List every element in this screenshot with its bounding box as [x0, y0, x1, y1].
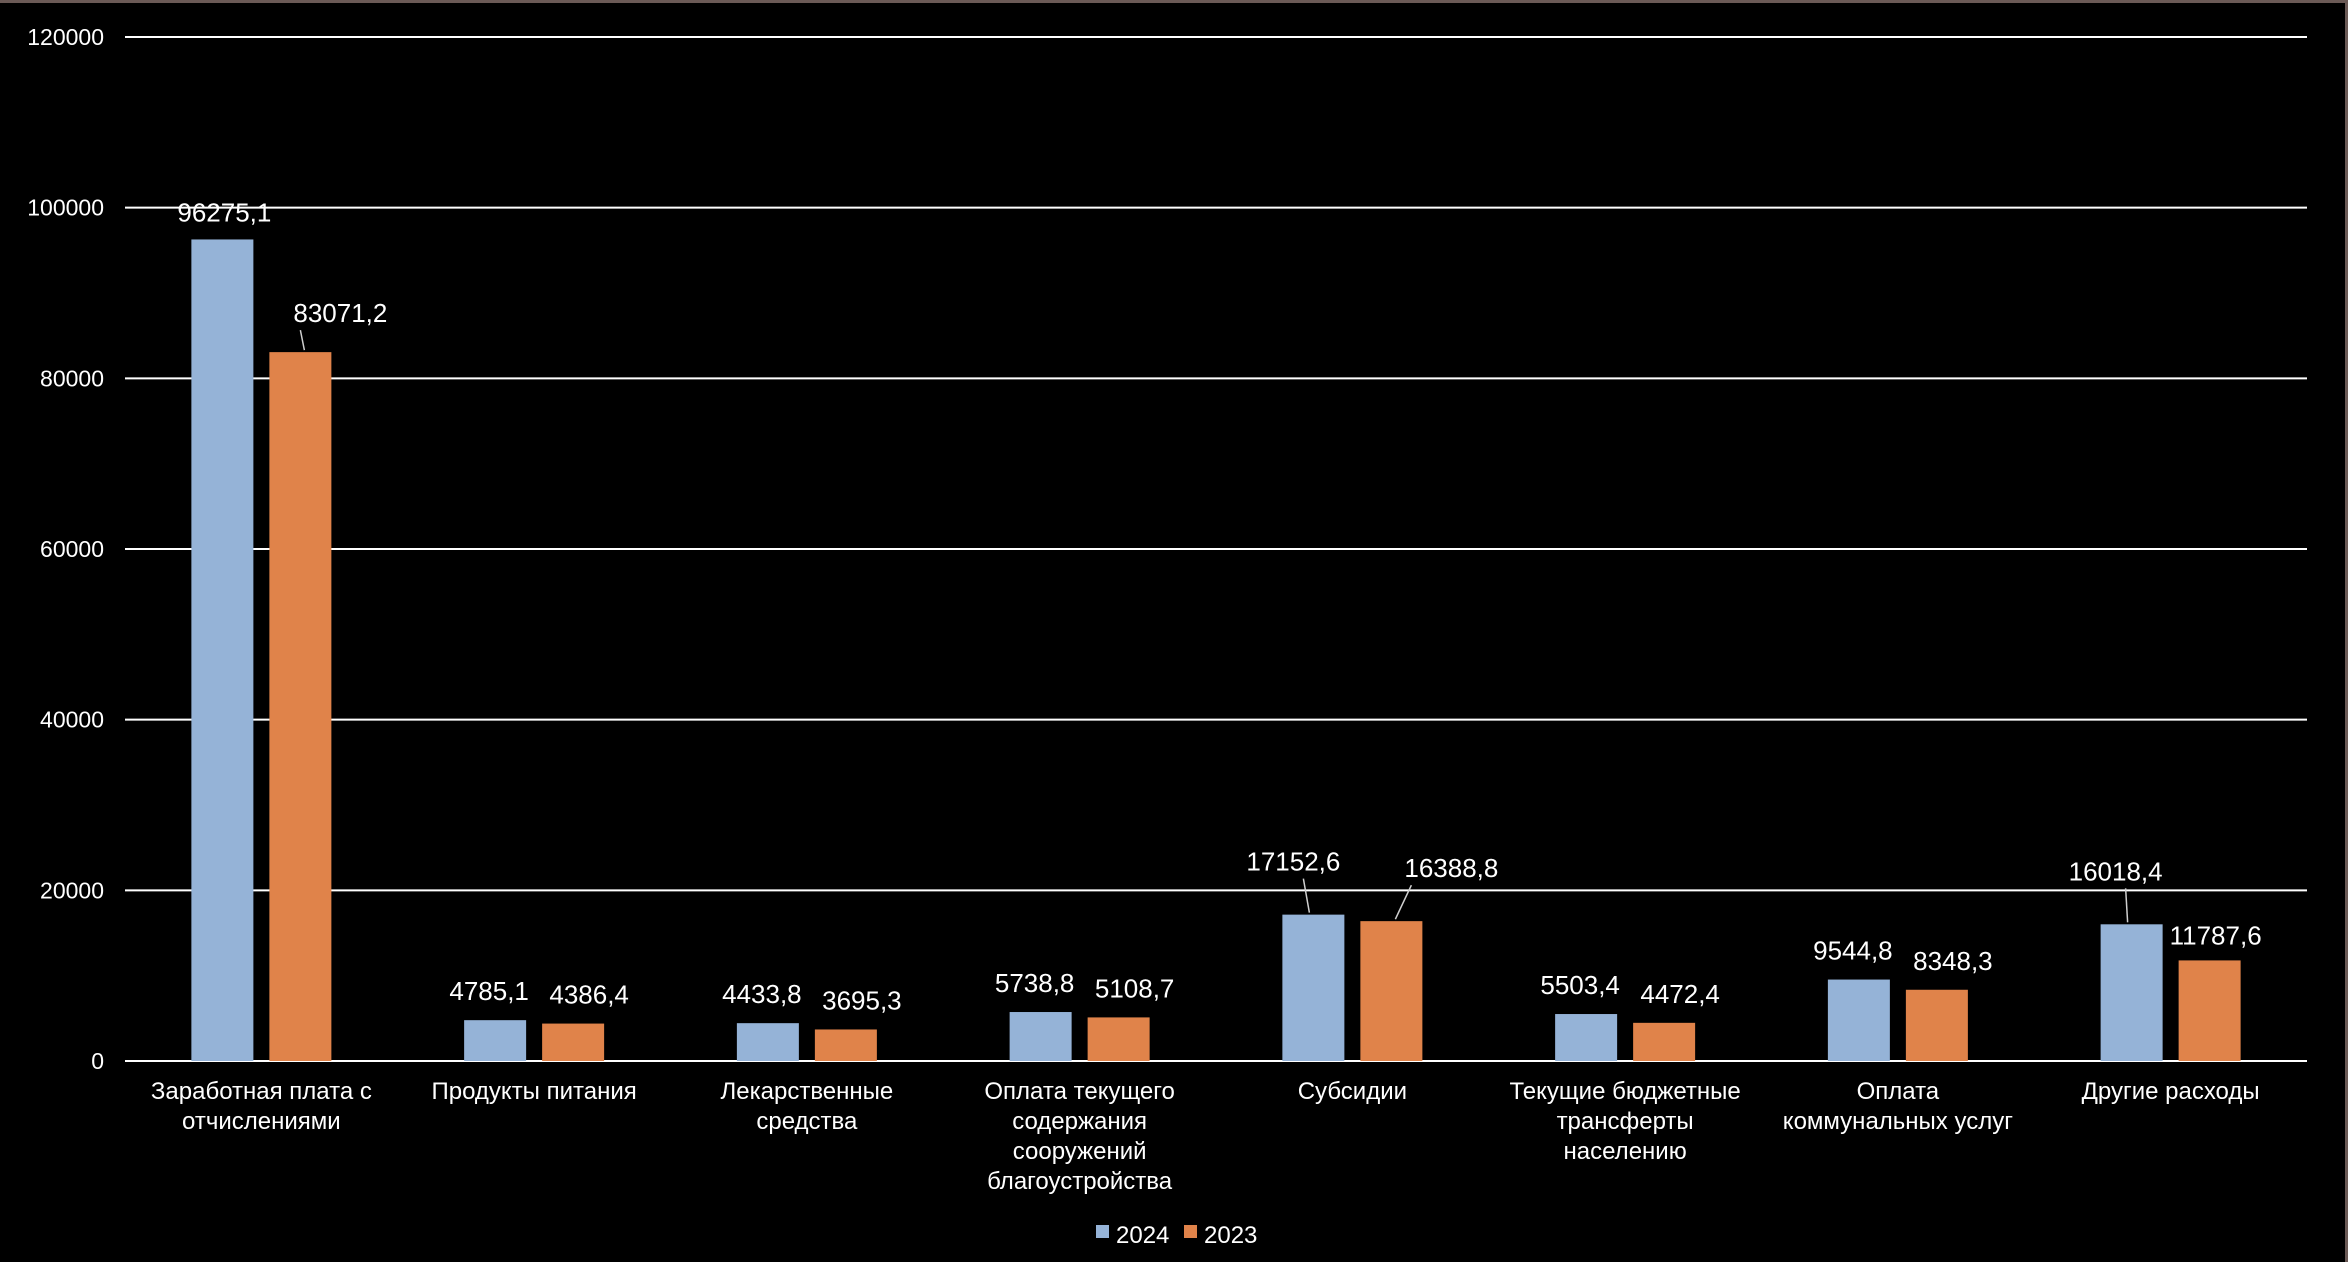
category-label: сооружений [1013, 1138, 1147, 1165]
category-label: трансферты [1557, 1108, 1694, 1135]
x-axis-categories: Заработная плата с отчислениями Продукты п… [151, 1078, 2260, 1195]
bar-2023 [269, 352, 332, 1062]
bar-2023 [542, 1023, 605, 1061]
leader-line [299, 329, 306, 351]
data-label: 4472,4 [1640, 979, 1720, 1009]
leader-lines [299, 329, 2129, 923]
y-tick-label: 60000 [40, 536, 104, 562]
leader-line [2124, 888, 2129, 923]
y-tick-label: 40000 [40, 707, 104, 733]
legend: 2024 2023 [1096, 1222, 1257, 1249]
category-label: Текущие бюджетные [1509, 1078, 1740, 1105]
bar-chart: 0 20000 40000 60000 80000 100000 120000 96275,… [27, 24, 2307, 1249]
y-tick-label: 80000 [40, 365, 104, 391]
data-label: 11787,6 [2170, 920, 2262, 950]
data-label: 5738,8 [995, 968, 1075, 998]
legend-label-2024: 2024 [1116, 1222, 1169, 1249]
data-label: 4785,1 [449, 976, 529, 1006]
category-label: средства [756, 1108, 858, 1135]
data-label: 4386,4 [549, 980, 629, 1010]
bar-2023 [1633, 1022, 1696, 1061]
data-label: 17152,6 [1246, 847, 1340, 877]
category-label: Другие расходы [2082, 1078, 2260, 1105]
legend-label-2023: 2023 [1204, 1222, 1257, 1249]
category-label: коммунальных услуг [1783, 1108, 2013, 1135]
bar-2024 [2100, 924, 2163, 1061]
bar-2024 [1282, 914, 1345, 1061]
leader-line [1394, 884, 1413, 920]
data-labels: 96275,1 83071,2 4785,1 4386,4 4433,8 3695,3 57… [177, 197, 2261, 1015]
data-label: 5503,4 [1540, 970, 1620, 1000]
data-label: 9544,8 [1813, 936, 1893, 966]
bar-2023 [1905, 989, 1968, 1061]
y-tick-label: 120000 [27, 24, 104, 50]
legend-swatch-2024 [1096, 1225, 1109, 1238]
bar-2024 [1009, 1012, 1072, 1061]
bar-2023 [814, 1029, 877, 1061]
bar-2023 [1087, 1017, 1150, 1061]
data-label: 96275,1 [177, 197, 271, 227]
bar-2023 [1360, 921, 1423, 1061]
y-axis-ticks: 0 20000 40000 60000 80000 100000 120000 [27, 24, 104, 1074]
category-label: населению [1564, 1138, 1687, 1165]
category-label: Оплата [1857, 1078, 1940, 1105]
category-label: отчислениями [182, 1108, 341, 1135]
data-label: 83071,2 [293, 298, 387, 328]
bar-2024 [191, 239, 254, 1061]
legend-swatch-2023 [1184, 1225, 1197, 1238]
y-tick-label: 100000 [27, 195, 104, 221]
data-label: 16018,4 [2069, 856, 2163, 886]
category-label: Заработная плата с [151, 1078, 372, 1105]
bar-2023 [2178, 960, 2241, 1061]
data-label: 16388,8 [1404, 853, 1498, 883]
y-tick-label: 20000 [40, 877, 104, 903]
gridlines [125, 36, 2307, 1062]
data-label: 3695,3 [822, 985, 902, 1015]
category-label: Субсидии [1298, 1078, 1407, 1105]
data-label: 4433,8 [722, 979, 802, 1009]
category-label: Продукты питания [432, 1078, 637, 1105]
y-tick-label: 0 [91, 1048, 104, 1074]
bar-2024 [1555, 1014, 1618, 1061]
data-label: 8348,3 [1913, 946, 1993, 976]
bar-2024 [1827, 979, 1890, 1061]
category-label: Лекарственные [721, 1078, 894, 1105]
data-label: 5108,7 [1095, 973, 1175, 1003]
bar-2024 [736, 1023, 799, 1061]
bars [191, 239, 2241, 1062]
category-label: содержания [1012, 1108, 1147, 1135]
category-label: Оплата текущего [984, 1078, 1174, 1105]
bar-2024 [464, 1020, 527, 1061]
category-label: благоустройства [987, 1168, 1173, 1195]
leader-line [1302, 878, 1311, 913]
